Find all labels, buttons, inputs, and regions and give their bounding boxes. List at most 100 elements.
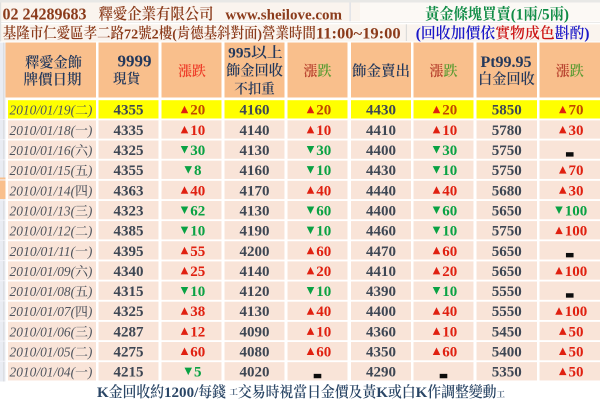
svg-text:4350: 4350 (366, 345, 396, 361)
svg-text:5450: 5450 (492, 324, 522, 340)
svg-text:60: 60 (316, 203, 331, 219)
svg-text:5550: 5550 (492, 304, 522, 320)
svg-text:10: 10 (442, 324, 457, 340)
svg-text:): ) (564, 6, 569, 23)
svg-text:2010/01/12(: 2010/01/12( (10, 224, 77, 240)
svg-text:5350: 5350 (492, 365, 522, 381)
svg-text:10: 10 (442, 224, 457, 240)
svg-text:12: 12 (190, 324, 205, 340)
svg-text:60: 60 (442, 203, 457, 219)
svg-text:30: 30 (569, 183, 584, 199)
svg-text:60: 60 (442, 244, 457, 260)
svg-text:(: ( (416, 25, 421, 42)
svg-text:4355: 4355 (114, 163, 144, 179)
svg-text:): ) (87, 324, 93, 340)
svg-text:): ) (87, 224, 93, 240)
svg-text:60: 60 (442, 345, 457, 361)
svg-text:10: 10 (316, 163, 331, 179)
svg-text:4325: 4325 (114, 304, 144, 320)
svg-text:K: K (376, 385, 388, 401)
svg-text:4430: 4430 (366, 163, 396, 179)
svg-text:10: 10 (316, 284, 331, 300)
svg-text:2010/01/05(: 2010/01/05( (10, 345, 77, 361)
svg-text:4275: 4275 (114, 345, 144, 361)
svg-text:10: 10 (316, 224, 331, 240)
svg-text:30: 30 (316, 143, 331, 159)
svg-text:70: 70 (569, 163, 584, 179)
svg-text:4190: 4190 (240, 224, 270, 240)
svg-text:995: 995 (228, 46, 251, 62)
svg-text:4410: 4410 (366, 123, 396, 139)
svg-text:(1: (1 (511, 6, 524, 23)
svg-text:4020: 4020 (240, 365, 270, 381)
svg-text:2010/01/15(: 2010/01/15( (10, 163, 77, 179)
svg-text:38: 38 (190, 304, 205, 320)
svg-text:4160: 4160 (240, 103, 270, 119)
svg-text:4120: 4120 (240, 284, 270, 300)
svg-text:5650: 5650 (492, 264, 522, 280)
svg-text:30: 30 (442, 143, 457, 159)
svg-text:2010/01/19(: 2010/01/19( (10, 103, 77, 119)
svg-text:2010/01/09(: 2010/01/09( (10, 264, 77, 280)
svg-text:50: 50 (569, 345, 584, 361)
svg-text:40: 40 (190, 183, 205, 199)
svg-text:10: 10 (442, 284, 457, 300)
svg-text:): ) (87, 264, 93, 280)
svg-text:2010/01/04(: 2010/01/04( (10, 365, 77, 381)
svg-text:5680: 5680 (492, 183, 522, 199)
svg-text:5550: 5550 (492, 284, 522, 300)
svg-text:4080: 4080 (240, 345, 270, 361)
svg-text:2010/01/14(: 2010/01/14( (10, 183, 77, 199)
svg-text:4200: 4200 (240, 244, 270, 260)
svg-text:8: 8 (194, 163, 202, 179)
svg-text:10: 10 (442, 123, 457, 139)
svg-text:4323: 4323 (114, 203, 144, 219)
svg-text:5750: 5750 (492, 163, 522, 179)
svg-text:10: 10 (190, 284, 205, 300)
svg-text:4363: 4363 (114, 183, 144, 199)
svg-text:100: 100 (565, 224, 588, 240)
svg-text:5850: 5850 (492, 103, 522, 119)
svg-text:2010/01/18(: 2010/01/18( (10, 123, 77, 139)
svg-text:20: 20 (442, 103, 457, 119)
svg-text:10: 10 (316, 324, 331, 340)
svg-text:4335: 4335 (114, 123, 144, 139)
svg-text:60: 60 (316, 244, 331, 260)
svg-text:K: K (97, 385, 109, 401)
svg-text:): ) (87, 163, 93, 179)
svg-text:2: 2 (152, 27, 159, 42)
svg-text:4470: 4470 (366, 244, 396, 260)
svg-text:4160: 4160 (240, 163, 270, 179)
svg-text:): ) (87, 284, 93, 300)
svg-text:2010/01/16(: 2010/01/16( (10, 143, 77, 159)
svg-text:02 24289683: 02 24289683 (3, 4, 87, 23)
svg-text:50: 50 (569, 324, 584, 340)
svg-text:4315: 4315 (114, 284, 144, 300)
svg-text:): ) (87, 183, 93, 199)
svg-text:2010/01/06(: 2010/01/06( (10, 324, 77, 340)
svg-text:4360: 4360 (366, 324, 396, 340)
svg-text:5400: 5400 (492, 345, 522, 361)
svg-text:4430: 4430 (366, 103, 396, 119)
svg-text:4400: 4400 (366, 143, 396, 159)
svg-text:4287: 4287 (114, 324, 145, 340)
svg-text:4130: 4130 (240, 143, 270, 159)
svg-text:5: 5 (194, 365, 202, 381)
svg-text:5750: 5750 (492, 143, 522, 159)
svg-text:): ) (87, 345, 93, 361)
svg-text:50: 50 (569, 365, 584, 381)
svg-text:9999: 9999 (118, 52, 152, 71)
svg-text:4325: 4325 (114, 143, 144, 159)
svg-text:30: 30 (190, 143, 205, 159)
svg-text:): ) (87, 365, 93, 381)
svg-text:K: K (416, 385, 428, 401)
svg-text:10: 10 (316, 123, 331, 139)
svg-text:11:00~19:00: 11:00~19:00 (316, 25, 401, 42)
svg-text:/5: /5 (537, 6, 550, 23)
svg-text:100: 100 (565, 304, 588, 320)
svg-text:40: 40 (442, 304, 457, 320)
svg-text:4385: 4385 (114, 224, 144, 240)
svg-text:40: 40 (442, 183, 457, 199)
svg-text:4130: 4130 (240, 203, 270, 219)
svg-text:10: 10 (442, 163, 457, 179)
